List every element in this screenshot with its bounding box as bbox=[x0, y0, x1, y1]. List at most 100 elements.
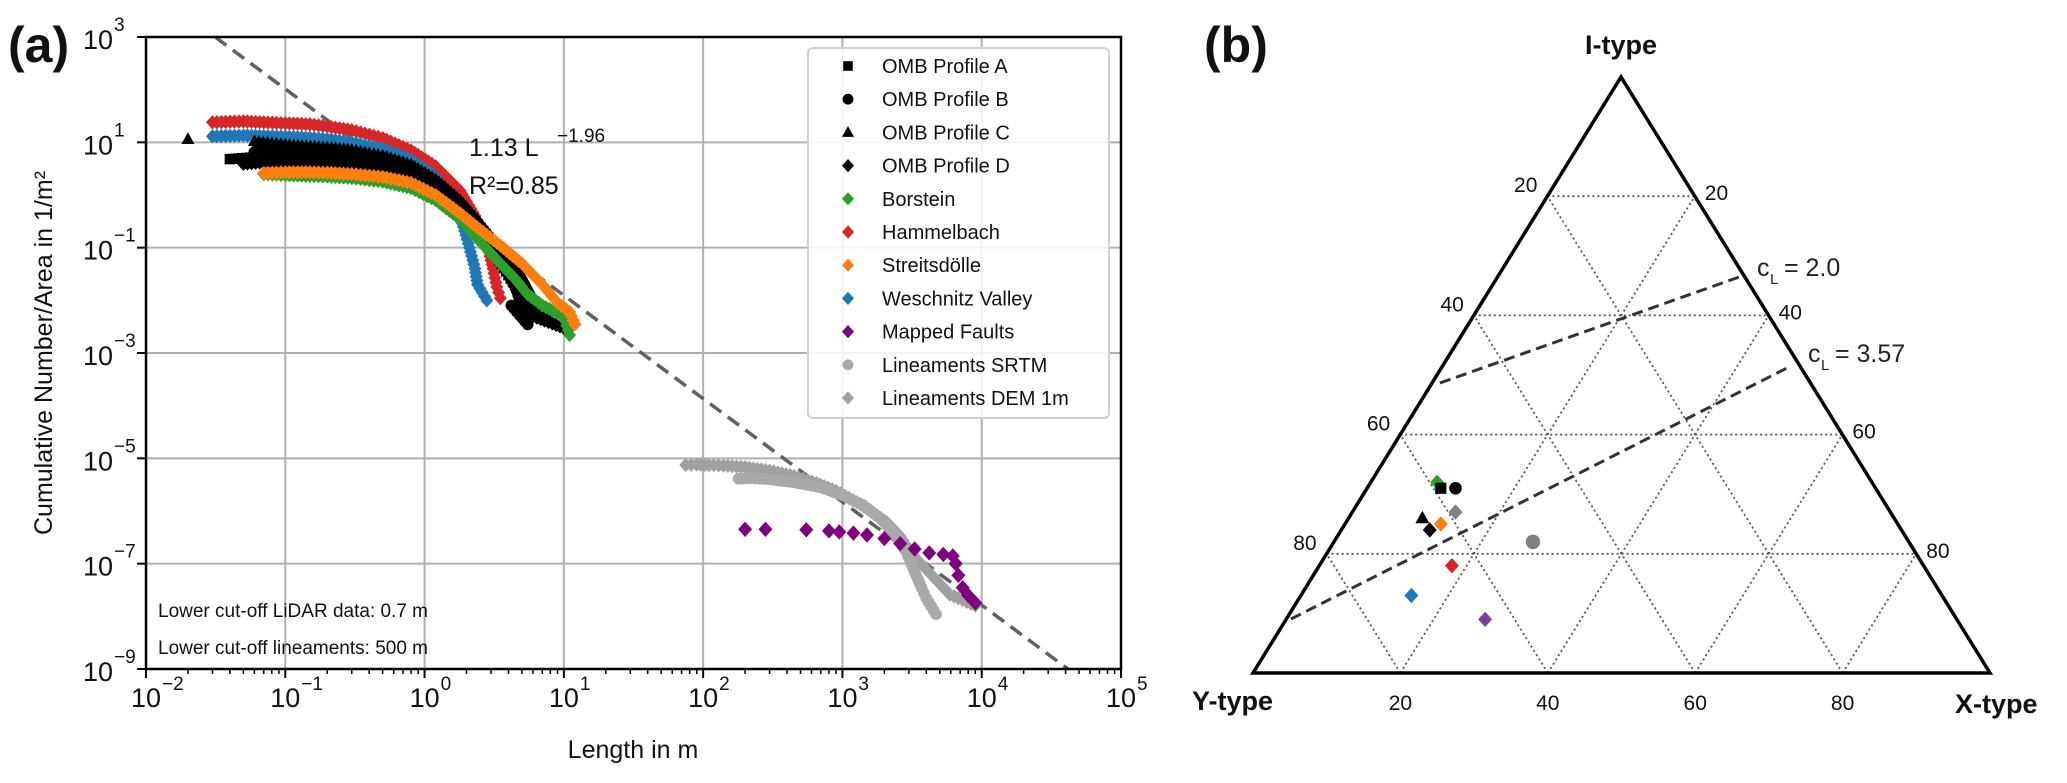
svg-text:= 3.57: = 3.57 bbox=[1828, 340, 1905, 368]
right-tick-label: 60 bbox=[1852, 421, 1875, 444]
legend: OMB Profile A OMB Profile B OMB Profile C O… bbox=[807, 47, 1110, 419]
x-tick-label: 10 2 bbox=[688, 674, 730, 713]
data-point bbox=[758, 521, 773, 537]
ternary-gridline bbox=[1325, 553, 1402, 674]
x-tick-base: 10 bbox=[1106, 683, 1136, 713]
fit-equation: 1.13 L bbox=[469, 134, 539, 162]
ternary-point-streitsd-lle bbox=[1433, 516, 1448, 532]
x-tick-label: 10 3 bbox=[827, 674, 869, 713]
legend-item: Weschnitz Valley bbox=[842, 288, 1032, 310]
x-tick-label: 10 −1 bbox=[270, 674, 323, 713]
x-tick-base: 10 bbox=[827, 683, 857, 713]
legend-label: Lineaments SRTM bbox=[882, 355, 1047, 377]
legend-label: Lineaments DEM 1m bbox=[882, 388, 1069, 410]
cl-label-3-57: c L = 3.57 bbox=[1808, 340, 1905, 374]
ternary-tick-labels: 20 40 60 80 20 40 60 80 80 60 40 20 bbox=[1293, 174, 1949, 715]
svg-text:c: c bbox=[1808, 340, 1821, 368]
vertex-label-top: I-type bbox=[1585, 30, 1657, 60]
ternary-gridline bbox=[1399, 434, 1549, 674]
x-tick-exponent: −2 bbox=[162, 674, 184, 695]
fit-exponent: −1.96 bbox=[557, 126, 605, 147]
x-tick-label: 10 1 bbox=[549, 674, 591, 713]
ternary-points bbox=[1404, 474, 1541, 628]
x-tick-exponent: 5 bbox=[1137, 674, 1148, 695]
x-tick-base: 10 bbox=[549, 683, 579, 713]
legend-marker-diamond-icon bbox=[842, 192, 854, 206]
data-point bbox=[893, 535, 908, 552]
svg-text:c: c bbox=[1757, 254, 1770, 282]
x-tick-exponent: 4 bbox=[998, 674, 1009, 695]
y-tick-exponent: −3 bbox=[114, 331, 136, 352]
y-tick-label: 10 −1 bbox=[83, 226, 136, 266]
data-point bbox=[568, 317, 582, 332]
y-tick-base: 10 bbox=[83, 552, 113, 582]
y-tick-exponent: −7 bbox=[114, 542, 136, 563]
left-tick-label: 40 bbox=[1440, 293, 1463, 316]
data-point bbox=[877, 530, 892, 547]
y-tick-base: 10 bbox=[83, 341, 113, 371]
legend-item: OMB Profile A bbox=[843, 56, 1008, 78]
ternary-gridline bbox=[1547, 314, 1770, 674]
x-tick-label: 10 −2 bbox=[131, 674, 184, 713]
left-tick-label: 20 bbox=[1514, 174, 1537, 197]
legend-marker-diamond-icon bbox=[842, 159, 854, 173]
legend-label: OMB Profile B bbox=[882, 89, 1009, 111]
ternary-point-hammelbach bbox=[1444, 558, 1459, 574]
annotation-lidar-cutoff: Lower cut-off LiDAR data: 0.7 m bbox=[158, 601, 428, 622]
x-tick-exponent: 3 bbox=[858, 674, 869, 695]
x-tick-base: 10 bbox=[131, 683, 161, 713]
x-tick-base: 10 bbox=[270, 683, 300, 713]
legend-label: Hammelbach bbox=[882, 222, 1000, 244]
data-point bbox=[930, 608, 942, 621]
legend-marker-diamond-icon bbox=[842, 258, 854, 272]
data-point bbox=[505, 299, 518, 312]
bottom-tick-label: 40 bbox=[1536, 692, 1559, 715]
data-point bbox=[859, 527, 874, 543]
right-tick-label: 40 bbox=[1779, 301, 1802, 324]
y-tick-exponent: −5 bbox=[114, 436, 136, 457]
x-tick-exponent: 1 bbox=[580, 674, 591, 695]
annotation-lineament-cutoff: Lower cut-off lineaments: 500 m bbox=[158, 638, 428, 659]
ternary-point-lineaments-dem-1m bbox=[1448, 504, 1463, 520]
legend-marker-diamond-icon bbox=[842, 291, 854, 305]
y-tick-exponent: −9 bbox=[114, 647, 136, 668]
bottom-tick-label: 80 bbox=[1831, 692, 1854, 715]
legend-item: OMB Profile C bbox=[842, 122, 1010, 144]
data-point bbox=[846, 525, 861, 541]
y-tick-exponent: 3 bbox=[114, 15, 125, 36]
ternary-grid bbox=[1325, 195, 1917, 674]
ternary-point-omb-profile-b bbox=[1449, 481, 1462, 495]
cl-lines: c L = 2.0 c L = 3.57 bbox=[1290, 254, 1905, 621]
left-tick-label: 80 bbox=[1293, 532, 1316, 555]
data-point bbox=[493, 291, 507, 306]
y-tick-base: 10 bbox=[83, 446, 113, 476]
legend-label: OMB Profile A bbox=[882, 56, 1008, 78]
panel-a-label: (a) bbox=[8, 17, 69, 73]
legend-marker-diamond-icon bbox=[842, 225, 854, 239]
fit-r-squared: R²=0.85 bbox=[469, 172, 559, 200]
legend-item: Mapped Faults bbox=[842, 322, 1014, 344]
data-point bbox=[550, 295, 564, 310]
y-tick-base: 10 bbox=[83, 236, 113, 266]
y-axis-title: Cumulative Number/Area in 1/m² bbox=[30, 171, 58, 535]
x-tick-label: 10 5 bbox=[1106, 674, 1148, 713]
legend-marker-square-icon bbox=[843, 61, 853, 71]
legend-label: Streitsdölle bbox=[882, 255, 981, 277]
x-tick-exponent: −1 bbox=[301, 674, 323, 695]
data-point bbox=[951, 567, 966, 584]
data-point bbox=[907, 541, 922, 557]
y-tick-label: 10 3 bbox=[83, 15, 125, 55]
data-point bbox=[968, 595, 983, 611]
x-tick-base: 10 bbox=[967, 683, 997, 713]
legend-item: Borstein bbox=[842, 189, 955, 211]
series-streitsd-lle bbox=[257, 165, 582, 332]
legend-item: Lineaments SRTM bbox=[842, 355, 1047, 377]
ternary-point-omb-profile-c bbox=[1415, 510, 1430, 524]
y-tick-label: 10 −7 bbox=[83, 542, 136, 582]
vertex-label-right: X-type bbox=[1955, 689, 2038, 719]
x-tick-label: 10 4 bbox=[967, 674, 1009, 713]
panel-b-label: (b) bbox=[1204, 17, 1268, 73]
cl-line-3-57 bbox=[1290, 364, 1792, 621]
